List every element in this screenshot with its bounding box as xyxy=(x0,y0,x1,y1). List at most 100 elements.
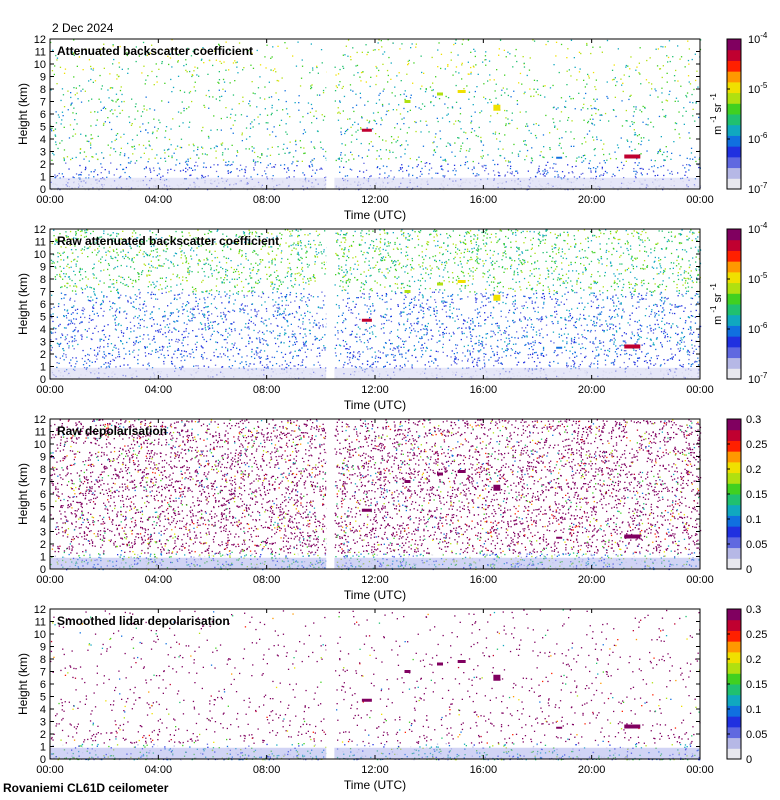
plot-date: 2 Dec 2024 xyxy=(52,21,114,35)
colorbar-segment xyxy=(727,429,741,441)
y-tick-label: 6 xyxy=(40,299,46,311)
x-tick-label: 04:00 xyxy=(145,194,173,206)
colorbar-segment xyxy=(727,705,741,717)
colorbar-tick-label: 10-6 xyxy=(748,131,768,146)
x-tick-label: 00:00 xyxy=(36,764,64,776)
data-gap xyxy=(326,419,335,569)
x-axis-label: Time (UTC) xyxy=(344,778,406,792)
x-tick-label: 04:00 xyxy=(145,764,173,776)
colorbar-segment xyxy=(727,325,741,337)
y-tick-label: 9 xyxy=(40,452,46,464)
colorbar-segment xyxy=(727,547,741,559)
x-tick-label: 00:00 xyxy=(36,574,64,586)
cloud-feature xyxy=(493,294,501,301)
cloud-feature xyxy=(624,724,641,729)
colorbar-segment xyxy=(727,504,741,516)
y-tick-label: 5 xyxy=(40,122,46,134)
x-tick-label: 00:00 xyxy=(36,384,64,396)
y-tick-label: 0 xyxy=(40,374,46,386)
colorbar-segment xyxy=(727,472,741,484)
heatmap-cells xyxy=(50,229,702,381)
colorbar-tick-label: 0 xyxy=(746,564,752,576)
colorbar-tick-label: 0.15 xyxy=(746,489,767,501)
colorbar-segment xyxy=(727,483,741,495)
colorbar-segment xyxy=(727,71,741,83)
y-tick-label: 9 xyxy=(40,72,46,84)
x-tick-label: 20:00 xyxy=(578,764,606,776)
x-tick-label: 00:00 xyxy=(686,384,714,396)
colorbar-segment xyxy=(727,103,741,115)
colorbar-segment xyxy=(727,304,741,316)
y-tick-label: 6 xyxy=(40,109,46,121)
colorbar-segment xyxy=(727,526,741,538)
colorbar-tick-label: 0.1 xyxy=(746,514,761,526)
colorbar-segment xyxy=(727,39,741,51)
colorbar-segment xyxy=(727,630,741,642)
colorbar-tick-label: 0.05 xyxy=(746,539,767,551)
cloud-feature xyxy=(404,290,411,293)
x-tick-label: 20:00 xyxy=(578,194,606,206)
colorbar-segment xyxy=(727,314,741,326)
x-axis-label: Time (UTC) xyxy=(344,398,406,412)
y-tick-label: 2 xyxy=(40,159,46,171)
colorbar-segment xyxy=(727,357,741,369)
y-tick-label: 5 xyxy=(40,692,46,704)
x-tick-label: 16:00 xyxy=(470,384,498,396)
y-tick-label: 9 xyxy=(40,262,46,274)
colorbar-segment xyxy=(727,716,741,728)
colorbar-segment xyxy=(727,684,741,696)
cloud-feature xyxy=(556,156,563,159)
cloud-feature xyxy=(437,662,443,666)
x-tick-label: 08:00 xyxy=(253,764,281,776)
y-tick-label: 11 xyxy=(35,427,46,439)
colorbar-tick-label: 0.2 xyxy=(746,654,761,666)
x-tick-label: 00:00 xyxy=(686,194,714,206)
colorbar-segment xyxy=(727,737,741,749)
data-gap xyxy=(326,39,335,189)
colorbar-segment xyxy=(727,515,741,527)
cloud-feature xyxy=(556,726,563,729)
colorbar-unit-label: m -1 sr -1 xyxy=(709,283,724,325)
boundary-layer-band xyxy=(50,747,700,759)
y-tick-label: 11 xyxy=(35,617,46,629)
colorbar-segment xyxy=(727,261,741,273)
colorbar-segment xyxy=(727,419,741,431)
colorbar-segment xyxy=(727,451,741,463)
cloud-feature xyxy=(404,100,411,103)
x-tick-label: 08:00 xyxy=(253,384,281,396)
x-axis-label: Time (UTC) xyxy=(344,588,406,602)
y-axis-label: Height (km) xyxy=(16,83,30,145)
y-tick-label: 5 xyxy=(40,502,46,514)
y-tick-label: 6 xyxy=(40,679,46,691)
y-tick-label: 1 xyxy=(40,552,46,564)
panel-title: Raw attenuated backscatter coefficient xyxy=(57,234,279,248)
cloud-feature xyxy=(493,674,501,681)
y-tick-label: 4 xyxy=(40,514,46,526)
colorbar-tick-label: 0.3 xyxy=(746,604,761,616)
colorbar-segment xyxy=(727,726,741,739)
colorbar-segment xyxy=(727,229,741,241)
colorbar-segment xyxy=(727,282,741,294)
colorbar-tick-label: 0.2 xyxy=(746,464,761,476)
y-tick-label: 0 xyxy=(40,564,46,576)
colorbar-tick-label: 0.3 xyxy=(746,414,761,426)
y-tick-label: 11 xyxy=(35,237,46,249)
colorbar-tick-label: 0.1 xyxy=(746,704,761,716)
colorbar-segment xyxy=(727,609,741,621)
colorbar-segment xyxy=(727,619,741,631)
heatmap-cells xyxy=(50,609,701,761)
colorbar-tick-label: 0 xyxy=(746,754,752,766)
cloud-feature xyxy=(437,472,443,476)
colorbar-segment xyxy=(727,651,741,664)
colorbar-segment xyxy=(727,167,741,179)
y-tick-label: 8 xyxy=(40,464,46,476)
y-tick-label: 3 xyxy=(40,147,46,159)
x-tick-label: 00:00 xyxy=(686,764,714,776)
cloud-feature xyxy=(556,346,563,349)
station-label: Rovaniemi CL61D ceilometer xyxy=(3,781,169,795)
colorbar-segment xyxy=(727,346,741,359)
y-tick-label: 6 xyxy=(40,489,46,501)
colorbar-segment xyxy=(727,694,741,706)
